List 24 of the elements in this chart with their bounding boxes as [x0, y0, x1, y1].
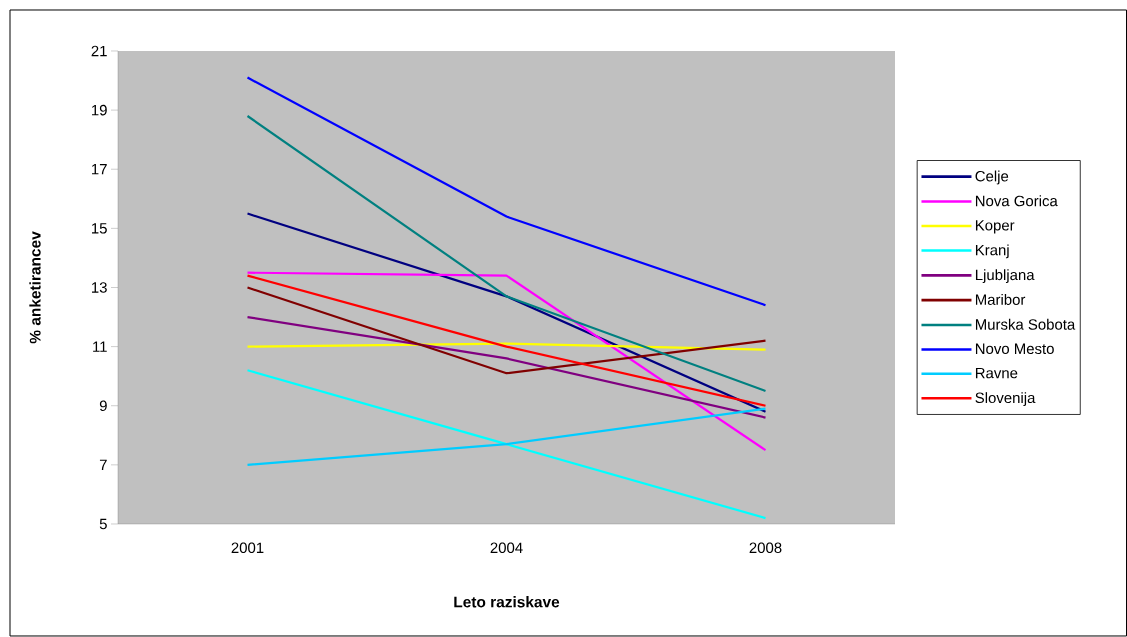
legend-label: Maribor: [975, 294, 1026, 305]
legend-label: Novo Mesto: [975, 343, 1054, 355]
y-tick-label: 15: [92, 223, 107, 234]
legend-label: Nova Gorica: [975, 195, 1058, 207]
legend-label: Koper: [975, 220, 1015, 234]
legend-label: Murska Sobota: [975, 318, 1076, 330]
legend-label: Ravne: [975, 367, 1018, 379]
legend-label: Celje: [975, 170, 1009, 185]
x-axis-title: Leto raziskave: [454, 596, 560, 608]
x-tick-label: 2001: [231, 542, 264, 554]
y-tick-label: 11: [93, 341, 107, 352]
y-axis-title: % anketirancev: [29, 231, 41, 344]
y-tick-label: 21: [91, 45, 107, 57]
y-tick-label: 9: [99, 400, 107, 412]
legend-label: Kranj: [975, 244, 1009, 259]
legend-label: Slovenija: [975, 392, 1036, 407]
y-tick-label: 5: [99, 518, 107, 530]
y-tick-label: 7: [99, 459, 107, 470]
y-tick-label: 13: [92, 282, 107, 293]
y-tick-label: 19: [92, 104, 107, 116]
x-tick-label: 2004: [490, 542, 523, 554]
x-tick-label: 2008: [749, 542, 782, 554]
legend-label: Ljubljana: [975, 269, 1035, 284]
y-tick-label: 17: [92, 164, 107, 175]
